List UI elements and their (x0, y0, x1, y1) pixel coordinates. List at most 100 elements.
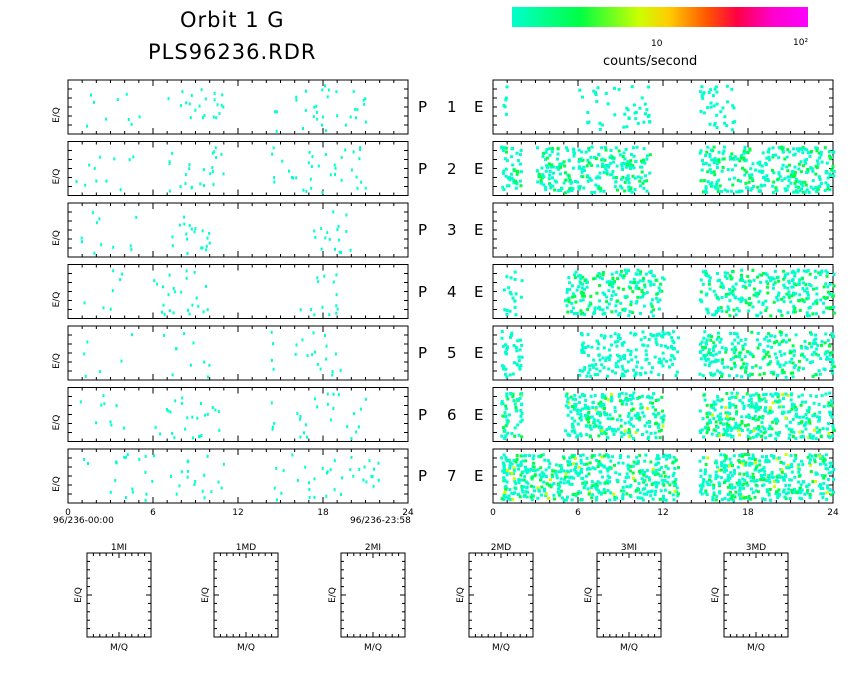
right-panel-4-mark (756, 275, 760, 279)
left-panel-2-mark (199, 182, 202, 186)
right-xtick-label: 0 (490, 508, 496, 518)
left-panel-1-mark (295, 95, 298, 99)
right-panel-6-mark (705, 415, 709, 419)
right-panel-6-mark (831, 434, 834, 438)
right-panel-5-mark (776, 360, 780, 364)
right-panel-4-mark (748, 297, 751, 300)
right-panel-7-mark (621, 495, 625, 498)
right-panel-2-mark (722, 149, 726, 153)
right-panel-2-mark (799, 170, 803, 174)
right-panel-6-mark (565, 392, 569, 396)
mass-panel-2md-title: 2MD (491, 543, 511, 553)
right-panel-4-mark (832, 284, 836, 288)
right-panel-6-mark (603, 407, 606, 410)
right-panel-2-mark (762, 176, 765, 180)
right-panel-2-mark (620, 177, 623, 181)
right-panel-7-mark (585, 456, 589, 460)
right-panel-6-mark (598, 421, 602, 425)
right-panel-6-mark (762, 431, 766, 435)
right-panel-4-mark (737, 297, 741, 301)
right-panel-7-mark (569, 463, 573, 466)
right-panel-4-mark (806, 296, 810, 300)
left-panel-1-mark (275, 129, 278, 133)
right-panel-7-mark (588, 490, 591, 494)
right-panel-1-mark (627, 117, 631, 120)
left-panel-1-mark (105, 117, 108, 121)
right-panel-6-mark (755, 392, 759, 396)
right-panel-5-mark (670, 336, 674, 340)
right-panel-6-mark (630, 402, 634, 406)
left-panel-1-mark (364, 120, 367, 124)
right-panel-4-mark (740, 298, 744, 302)
right-panel-6-mark (807, 436, 811, 439)
left-panel-3-mark (205, 244, 208, 248)
right-panel-2-mark (818, 175, 821, 179)
right-panel-2-mark (596, 175, 600, 179)
right-panel-7-mark (742, 463, 746, 467)
right-panel-6-mark (585, 405, 589, 409)
right-panel-2-mark (511, 163, 515, 167)
right-panel-4-mark (818, 273, 822, 277)
right-panel-6-mark (648, 420, 651, 424)
right-panel-5-mark (830, 351, 834, 354)
left-panel-4 (67, 264, 409, 319)
right-panel-2-mark (599, 189, 603, 193)
right-panel-6-mark (610, 398, 614, 402)
right-panel-6-mark (631, 437, 635, 440)
right-panel-6-mark (799, 435, 803, 439)
left-panel-3-mark (100, 243, 103, 247)
right-panel-6-mark (592, 420, 596, 424)
mass-panel-3mi (596, 552, 662, 638)
right-panel-5-mark (511, 372, 515, 376)
right-panel-6-mark (614, 429, 618, 433)
right-panel-6-mark (725, 429, 729, 433)
right-panel-7-mark (723, 463, 727, 467)
right-panel-4-mark (800, 277, 804, 281)
right-panel-6-mark (608, 425, 612, 429)
right-panel-6-mark (728, 433, 732, 437)
left-panel-7-mark (304, 465, 307, 469)
right-panel-7-mark (705, 493, 709, 497)
right-panel-5-mark (779, 333, 783, 337)
right-panel-5-mark (739, 338, 743, 342)
right-panel-2-mark (567, 174, 571, 178)
left-panel-4-mark (335, 293, 338, 297)
left-panel-2-mark (273, 176, 276, 180)
right-panel-6-mark (790, 404, 794, 408)
right-panel-7-mark (784, 475, 788, 479)
right-panel-5-mark (510, 331, 514, 335)
right-panel-5-mark (596, 346, 600, 350)
right-panel-6-mark (646, 407, 649, 410)
right-panel-7-mark (579, 458, 583, 462)
right-panel-7-mark (799, 486, 802, 490)
left-panel-5-mark (325, 344, 328, 348)
right-panel-5-mark (621, 355, 625, 359)
right-panel-7-mark (563, 477, 567, 481)
right-panel-6-mark (798, 415, 802, 419)
right-panel-7-mark (742, 459, 746, 463)
right-panel-1-mark (606, 102, 610, 106)
right-panel-2-mark (614, 146, 618, 150)
right-panel-5-mark (598, 358, 602, 362)
right-panel-2-mark (772, 180, 776, 184)
right-panel-5-mark (616, 336, 620, 340)
right-panel-2-mark (803, 159, 807, 163)
right-panel-5-mark (668, 365, 671, 369)
right-panel-6-mark (588, 424, 592, 428)
left-panel-3-mark (201, 246, 204, 250)
right-panel-2-mark (581, 175, 585, 179)
right-panel-5-mark (744, 337, 748, 341)
left-panel-4-mark (317, 280, 320, 284)
right-panel-5-mark (518, 367, 522, 371)
right-panel-2-mark (776, 177, 780, 181)
right-panel-5-mark (764, 335, 768, 339)
right-panel-2-mark (715, 162, 719, 166)
right-panel-7-mark (732, 471, 736, 475)
right-panel-7-mark (527, 469, 531, 473)
right-panel-2-mark (798, 180, 802, 184)
right-panel-5-mark (663, 332, 666, 336)
right-panel-7-mark (519, 460, 523, 464)
right-panel-7-mark (593, 484, 597, 488)
right-panel-2-mark (624, 162, 628, 166)
right-panel-2-mark (716, 187, 720, 191)
